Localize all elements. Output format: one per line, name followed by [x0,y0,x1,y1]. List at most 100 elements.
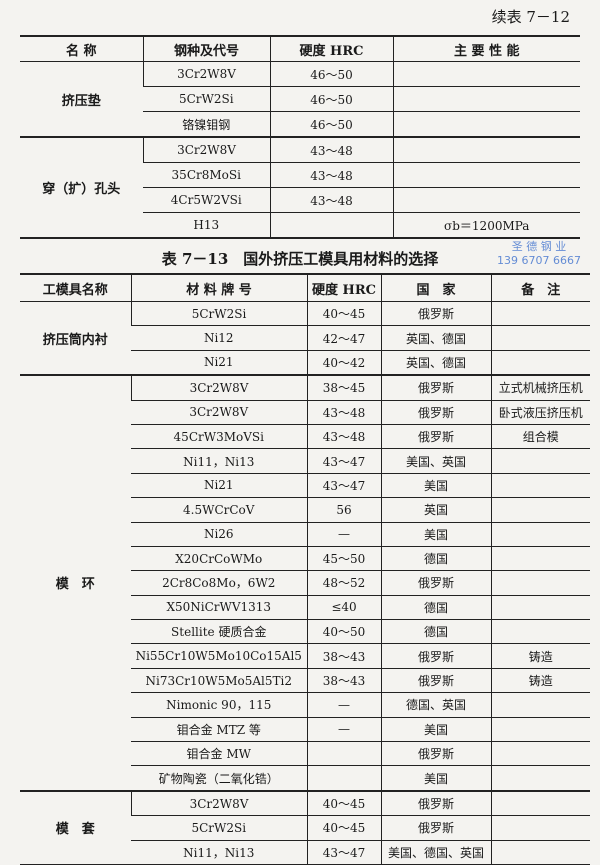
cell-country: 俄罗斯 [380,400,491,425]
cell-hardness: 43～47 [306,840,381,865]
table-row: 3Cr2W8V 43～48 俄罗斯 卧式液压挤压机 [20,400,590,425]
cell-country: 美国、德国、英国 [380,840,491,865]
cell-hardness: 42～47 [306,325,381,351]
cell-steel-grade: 35Cr8MoSi [143,162,270,188]
table-row: 4.5WCrCoV 56 英国 [20,497,590,523]
cell-hardness: 46～50 [269,86,393,112]
table-row: 挤压筒内衬 5CrW2Si 40～45 俄罗斯 [20,301,590,377]
table-row: Ni26— 美国 [20,522,590,547]
header-material: 材 料 牌 号 [130,274,307,302]
cell-remarks: 立式机械挤压机 [490,375,590,401]
cell-hardness: 38～45 [306,375,381,401]
cell-remarks: 组合模 [490,424,590,450]
header-remarks: 备 注 [490,274,590,302]
cell-material: 2Cr8Co8Mo，6W2 [131,570,307,596]
cell-country: 俄罗斯 [380,790,491,817]
cell-country: 德国 [380,595,491,621]
cell-hardness: 43～48 [269,162,393,188]
table-7-13: 工模具名称 材 料 牌 号 硬度 HRC 国 家 备 注 挤压筒内衬 5CrW2S… [20,273,590,865]
cell-hardness: 40～45 [306,301,381,327]
cell-remarks [490,840,590,865]
cell-steel-grade: 3Cr2W8V [142,137,270,163]
cell-hardness: 40～45 [306,790,381,817]
cell-hardness: 45～50 [306,546,381,572]
cell-remarks [490,595,590,621]
table-7-12-continued: 名 称 钢种及代号 硬度 HRC 主 要 性 能 挤压垫 3Cr2W8V 46～50… [20,35,580,239]
cell-material: 3Cr2W8V [130,790,307,817]
cell-hardness: 40～50 [306,619,381,645]
cell-hardness: 43～47 [306,448,381,474]
cell-material: Ni21 [131,350,307,377]
cell-hardness: 43～47 [306,473,381,499]
watermark: 圣 德 钢 业 139 6707 6667 [497,240,581,268]
cell-hardness: 40～45 [306,815,381,841]
cell-hardness: 40～42 [306,350,381,377]
cell-hardness: 43～48 [269,187,393,213]
table-row: 35Cr8MoSi 43～48 [20,162,580,188]
cell-properties: σb＝1200MPa [392,212,580,239]
cell-steel-grade: 4Cr5W2VSi [143,187,270,213]
cell-hardness: — [306,522,381,547]
cell-remarks [490,741,590,767]
cell-hardness: 38～43 [306,643,381,669]
header-tool-name: 工模具名称 [20,274,131,302]
table-row: X50NiCrWV1313 ≤40 德国 [20,595,590,621]
table-row: X20CrCoWMo 45～50 德国 [20,546,590,572]
cell-country: 美国 [380,522,491,547]
table-row: Ni21 43～47 美国 [20,473,590,499]
cell-remarks [490,473,590,499]
cell-material: 45CrW3MoVSi [131,424,307,450]
cell-remarks [490,815,590,841]
table-row: 挤压垫 3Cr2W8V 46～50 [20,61,580,138]
cell-hardness [306,741,381,767]
cell-country: 美国 [380,765,491,792]
cell-country: 德国 [380,546,491,572]
watermark-phone: 139 6707 6667 [497,254,581,267]
cell-hardness: 56 [306,497,381,523]
cell-remarks [490,497,590,523]
table-row: Ni11，Ni13 43～47 美国、德国、英国 [20,840,590,865]
cell-material: Ni55Cr10W5Mo10Co15Al5 [131,643,307,669]
table-row: Ni11，Ni13 43～47 美国、英国 [20,448,590,474]
cell-country: 俄罗斯 [380,424,491,450]
group-name: 穿（扩）孔头 [20,137,143,239]
cell-properties [392,137,580,163]
cell-material: Ni73Cr10W5Mo5Al5Ti2 [131,668,307,694]
table-row: Ni73Cr10W5Mo5Al5Ti2 38～43 俄罗斯 铸造 [20,668,590,694]
cell-remarks [490,546,590,572]
cell-country: 德国 [380,619,491,645]
header-hardness: 硬度 HRC [306,274,381,302]
cell-country: 俄罗斯 [380,668,491,694]
cell-hardness: — [306,692,381,718]
table-row: 4Cr5W2VSi 43～48 [20,187,580,213]
cell-country: 俄罗斯 [380,570,491,596]
cell-properties [392,86,580,112]
cell-country: 俄罗斯 [380,375,491,401]
cell-remarks [490,570,590,596]
cell-properties [392,162,580,188]
cell-properties [392,111,580,138]
cell-remarks [490,765,590,792]
cell-material: Ni12 [131,325,307,351]
cell-hardness: 43～48 [306,424,381,450]
cell-material: 5CrW2Si [130,301,307,327]
table-row: 5CrW2Si 40～45 俄罗斯 [20,815,590,841]
cell-material: Ni21 [131,473,307,499]
cell-properties [392,61,580,87]
cell-remarks [490,301,590,327]
cell-remarks: 卧式液压挤压机 [490,400,590,425]
cell-material: 3Cr2W8V [130,375,307,401]
table-row: 矿物陶瓷（二氧化锆） 美国 [20,765,590,792]
cell-steel-grade: 3Cr2W8V [142,61,270,87]
header-name: 名 称 [20,36,143,62]
header-hardness: 硬度 HRC [269,36,393,62]
cell-material: Nimonic 90，115 [131,692,307,718]
cell-country: 俄罗斯 [380,741,491,767]
cell-hardness [306,765,381,792]
cell-remarks [490,692,590,718]
table-title: 表 7－13 国外挤压工模具用材料的选择 [161,250,439,268]
cell-remarks [490,350,590,377]
cell-remarks [490,448,590,474]
cell-hardness: 43～48 [269,137,393,163]
cell-country: 美国 [380,717,491,743]
